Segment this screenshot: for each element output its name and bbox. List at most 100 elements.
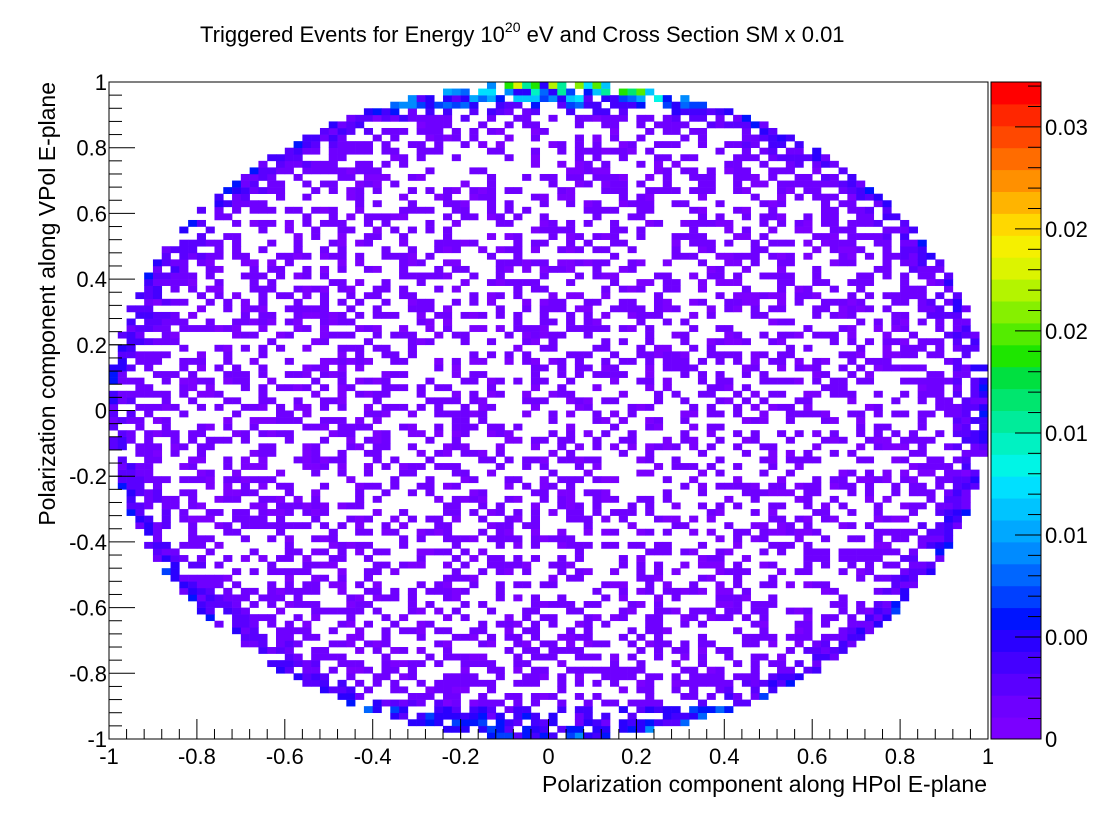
heatmap-cell: [856, 443, 866, 451]
heatmap-cell: [768, 154, 778, 162]
heatmap-cell: [548, 318, 558, 326]
heatmap-cell: [425, 147, 435, 155]
heatmap-cell: [636, 574, 646, 582]
heatmap-cell: [733, 443, 743, 451]
heatmap-cell: [671, 305, 681, 313]
heatmap-cell: [530, 522, 541, 530]
heatmap-cell: [662, 344, 672, 352]
heatmap-cell: [724, 568, 734, 576]
heatmap-cell: [522, 627, 532, 635]
heatmap-cell: [908, 548, 918, 556]
heatmap-cell: [434, 101, 444, 109]
heatmap-cell: [794, 180, 804, 188]
heatmap-cell: [803, 410, 813, 418]
heatmap-cell: [662, 587, 672, 595]
heatmap-cell: [530, 88, 541, 96]
heatmap-cell: [697, 673, 708, 681]
heatmap-cell: [407, 463, 417, 470]
heatmap-cell: [337, 660, 347, 668]
heatmap-cell: [961, 456, 971, 464]
heatmap-cell: [671, 114, 681, 122]
heatmap-cell: [451, 410, 461, 418]
heatmap-cell: [697, 246, 708, 254]
heatmap-cell: [636, 259, 646, 267]
heatmap-cell: [645, 351, 655, 359]
heatmap-cell: [495, 535, 505, 543]
heatmap-cell: [715, 535, 725, 543]
colorbar-swatch: [991, 454, 1041, 477]
heatmap-cell: [267, 180, 277, 188]
heatmap-cell: [346, 213, 356, 221]
heatmap-cell: [232, 620, 242, 628]
heatmap-cell: [715, 252, 725, 260]
heatmap-cell: [530, 633, 541, 641]
heatmap-cell: [715, 587, 725, 595]
heatmap-cell: [583, 706, 593, 714]
heatmap-cell: [223, 456, 233, 464]
heatmap-cell: [864, 219, 875, 227]
heatmap-cell: [205, 423, 215, 431]
y-axis-title: Polarization component along VPol E-plan…: [34, 82, 60, 526]
heatmap-cell: [267, 660, 277, 668]
heatmap-cell: [469, 627, 479, 635]
heatmap-cell: [689, 114, 699, 122]
heatmap-cell: [284, 410, 294, 418]
heatmap-cell: [346, 141, 356, 148]
heatmap-cell: [109, 377, 119, 385]
heatmap-cell: [451, 127, 461, 135]
heatmap-cell: [434, 127, 444, 135]
heatmap-cell: [117, 371, 127, 378]
heatmap-cell: [346, 430, 356, 438]
heatmap-cell: [777, 390, 787, 398]
heatmap-cell: [970, 331, 980, 339]
heatmap-cells: [109, 82, 989, 740]
heatmap-cell: [381, 279, 391, 286]
heatmap-cell: [381, 699, 391, 707]
heatmap-cell: [311, 463, 321, 470]
heatmap-cell: [258, 292, 268, 300]
heatmap-cell: [311, 515, 321, 523]
heatmap-cell: [232, 292, 242, 300]
heatmap-cell: [337, 607, 347, 615]
heatmap-cell: [697, 206, 708, 214]
heatmap-cell: [399, 712, 409, 720]
heatmap-cell: [196, 515, 206, 523]
heatmap-cell: [794, 331, 804, 339]
heatmap-cell: [416, 101, 426, 109]
heatmap-cell: [381, 390, 391, 398]
heatmap-cell: [530, 226, 541, 234]
heatmap-cell: [486, 456, 497, 464]
heatmap-cell: [882, 344, 892, 352]
heatmap-cell: [319, 397, 330, 405]
heatmap-cell: [522, 390, 532, 398]
heatmap-cell: [311, 390, 321, 398]
heatmap-cell: [900, 233, 910, 240]
heatmap-cell: [961, 318, 971, 326]
heatmap-cell: [311, 206, 321, 214]
heatmap-cell: [733, 660, 743, 668]
heatmap-cell: [944, 397, 954, 405]
heatmap-cell: [469, 357, 479, 365]
heatmap-cell: [161, 476, 171, 484]
heatmap-cell: [416, 259, 426, 267]
heatmap-cell: [689, 673, 699, 681]
heatmap-cell: [592, 82, 602, 89]
heatmap-cell: [434, 515, 444, 523]
heatmap-cell: [680, 640, 690, 648]
heatmap-cell: [258, 298, 268, 306]
heatmap-cell: [785, 410, 795, 418]
heatmap-cell: [399, 285, 409, 293]
heatmap-cell: [328, 167, 338, 175]
heatmap-cell: [267, 338, 277, 346]
heatmap-cell: [188, 528, 198, 536]
heatmap-cell: [135, 423, 145, 431]
heatmap-cell: [416, 627, 426, 635]
heatmap-cell: [689, 298, 699, 306]
heatmap-cell: [864, 187, 875, 194]
heatmap-cell: [276, 384, 286, 392]
heatmap-cell: [812, 265, 822, 273]
heatmap-cell: [188, 522, 198, 530]
heatmap-cell: [662, 495, 672, 503]
heatmap-cell: [768, 594, 778, 602]
heatmap-cell: [715, 568, 725, 576]
